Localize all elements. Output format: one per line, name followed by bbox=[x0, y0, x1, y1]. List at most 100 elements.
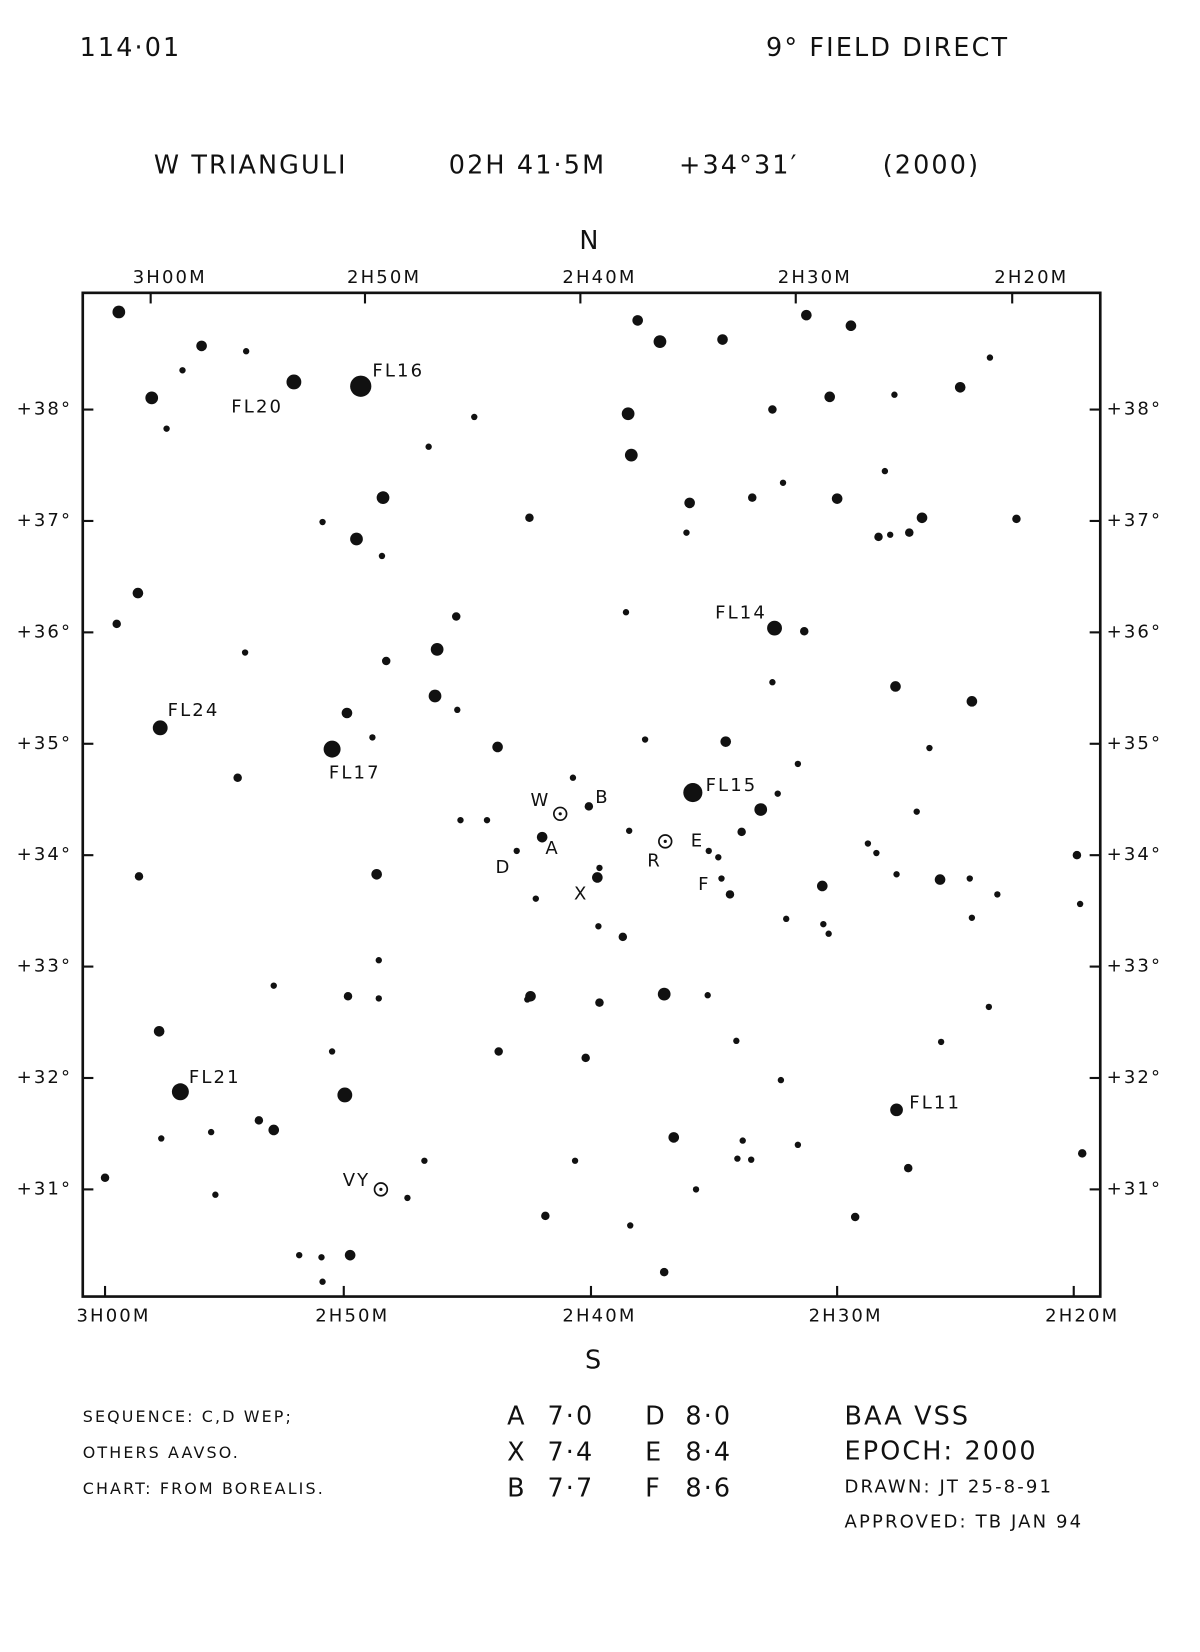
variable-star bbox=[552, 806, 568, 822]
star bbox=[1076, 900, 1084, 908]
note: CHART: FROM BOREALIS. bbox=[83, 1479, 325, 1498]
star bbox=[328, 1048, 336, 1055]
star bbox=[704, 992, 711, 999]
star bbox=[421, 1157, 428, 1164]
star bbox=[966, 696, 978, 707]
dec: +34°31′ bbox=[679, 151, 798, 181]
star bbox=[153, 1026, 165, 1037]
star bbox=[369, 734, 376, 741]
dec-label: +37° bbox=[1107, 510, 1163, 531]
star bbox=[715, 854, 722, 861]
star bbox=[881, 467, 889, 475]
star bbox=[683, 529, 690, 536]
dec-label: +37° bbox=[17, 510, 73, 531]
star bbox=[966, 875, 973, 882]
star bbox=[890, 681, 901, 692]
star bbox=[1072, 850, 1082, 860]
star bbox=[241, 649, 249, 656]
epoch: (2000) bbox=[883, 151, 980, 181]
star bbox=[595, 923, 602, 930]
dec-label: +33° bbox=[1107, 956, 1163, 977]
star bbox=[233, 773, 242, 782]
star bbox=[873, 849, 880, 857]
star bbox=[739, 1137, 746, 1144]
star bbox=[483, 816, 491, 824]
star bbox=[344, 1249, 356, 1261]
star bbox=[584, 802, 594, 811]
star bbox=[319, 1278, 326, 1285]
sequence-mag: 7·0 bbox=[547, 1402, 594, 1432]
star bbox=[100, 1173, 110, 1182]
ra-label: 3H00M bbox=[133, 267, 207, 288]
ra-label: 2H30M bbox=[778, 267, 852, 288]
star-label: W bbox=[531, 790, 551, 811]
star bbox=[430, 642, 444, 656]
star bbox=[618, 932, 628, 942]
star bbox=[717, 334, 728, 345]
star bbox=[581, 1053, 590, 1063]
star bbox=[207, 1128, 215, 1136]
note: SEQUENCE: C,D WEP; bbox=[83, 1407, 293, 1426]
dec-label: +33° bbox=[17, 956, 73, 977]
star-label: X bbox=[574, 883, 588, 904]
star bbox=[145, 391, 159, 405]
star bbox=[985, 1003, 993, 1011]
star bbox=[627, 1222, 634, 1229]
star bbox=[179, 367, 186, 374]
star bbox=[171, 1083, 189, 1101]
star bbox=[1012, 514, 1021, 524]
star bbox=[733, 1037, 740, 1045]
sequence-star: E bbox=[645, 1438, 663, 1468]
star bbox=[254, 1116, 264, 1125]
star bbox=[767, 620, 782, 636]
star-label: E bbox=[691, 830, 705, 851]
star bbox=[893, 871, 900, 878]
star-label: D bbox=[495, 857, 511, 878]
star bbox=[622, 609, 630, 616]
star bbox=[492, 741, 503, 753]
sequence-mag: 7·4 bbox=[547, 1438, 594, 1468]
star bbox=[641, 736, 649, 743]
dec-label: +36° bbox=[1107, 621, 1163, 642]
star bbox=[769, 679, 776, 686]
star bbox=[592, 872, 603, 883]
star bbox=[891, 391, 898, 398]
star-label: FL21 bbox=[189, 1067, 241, 1088]
ra-label: 2H30M bbox=[809, 1306, 883, 1327]
ra-label: 2H50M bbox=[347, 267, 421, 288]
star bbox=[454, 706, 461, 714]
dec-label: +31° bbox=[17, 1178, 73, 1199]
star bbox=[112, 619, 121, 629]
star bbox=[532, 895, 539, 902]
dec-label: +38° bbox=[17, 399, 73, 420]
credit: EPOCH: 2000 bbox=[845, 1437, 1038, 1467]
star-label: FL14 bbox=[715, 602, 767, 623]
sequence-mag: 7·7 bbox=[547, 1474, 594, 1504]
star bbox=[659, 1267, 669, 1277]
sequence-star: F bbox=[645, 1474, 662, 1504]
star bbox=[451, 612, 461, 621]
star bbox=[571, 1157, 579, 1164]
ra-label: 2H20M bbox=[994, 267, 1068, 288]
star bbox=[748, 493, 757, 502]
dec-label: +36° bbox=[17, 621, 73, 642]
star bbox=[132, 587, 144, 599]
star bbox=[705, 847, 712, 855]
star bbox=[692, 1186, 700, 1193]
star bbox=[375, 957, 382, 964]
star bbox=[381, 656, 391, 666]
variable-star-center bbox=[558, 812, 562, 816]
star bbox=[831, 493, 843, 504]
variable-star bbox=[658, 834, 673, 849]
star bbox=[428, 689, 442, 703]
star bbox=[934, 874, 946, 885]
star bbox=[777, 1076, 785, 1084]
star-label: FL24 bbox=[168, 700, 220, 721]
star bbox=[734, 1155, 741, 1162]
star bbox=[845, 320, 857, 332]
star bbox=[668, 1132, 680, 1143]
south: S bbox=[585, 1345, 603, 1375]
star bbox=[569, 774, 577, 781]
